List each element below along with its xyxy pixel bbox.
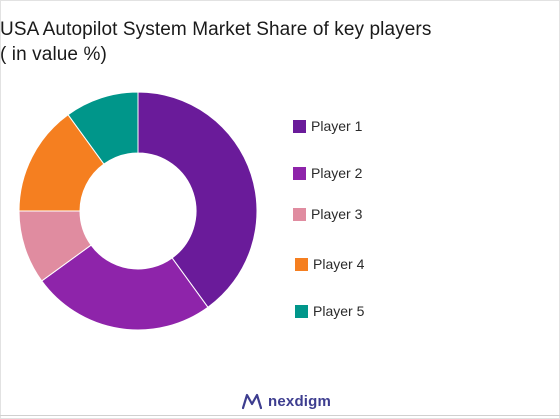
legend-item-player-4: Player 4 bbox=[295, 256, 364, 272]
donut-slice-player-2 bbox=[41, 244, 209, 331]
legend-item-player-1: Player 1 bbox=[293, 118, 362, 134]
legend-label: Player 2 bbox=[311, 165, 363, 181]
legend-label: Player 3 bbox=[311, 206, 363, 222]
nexdigm-logo-icon bbox=[242, 393, 262, 410]
legend-label: Player 5 bbox=[313, 303, 365, 319]
legend-swatch bbox=[293, 119, 306, 133]
legend-label: Player 4 bbox=[313, 256, 365, 272]
legend-item-player-5: Player 5 bbox=[295, 303, 364, 319]
legend-label: Player 1 bbox=[311, 118, 363, 134]
bottom-divider bbox=[0, 415, 560, 416]
brand-logo: nexdigm bbox=[242, 392, 331, 410]
legend-swatch bbox=[295, 257, 308, 271]
brand-name: nexdigm bbox=[268, 392, 332, 410]
legend-swatch bbox=[295, 304, 308, 318]
chart-title: USA Autopilot System Market Share of key… bbox=[0, 17, 540, 67]
chart-title-line-2: ( in value %) bbox=[0, 44, 107, 65]
donut-slice-player-5 bbox=[67, 91, 139, 165]
legend-item-player-2: Player 2 bbox=[293, 165, 362, 181]
legend-item-player-3: Player 3 bbox=[293, 206, 362, 222]
legend-swatch bbox=[293, 166, 306, 180]
donut-slice-player-1 bbox=[137, 91, 258, 308]
chart-title-line-1: USA Autopilot System Market Share of key… bbox=[0, 19, 432, 40]
legend-swatch bbox=[293, 207, 306, 221]
